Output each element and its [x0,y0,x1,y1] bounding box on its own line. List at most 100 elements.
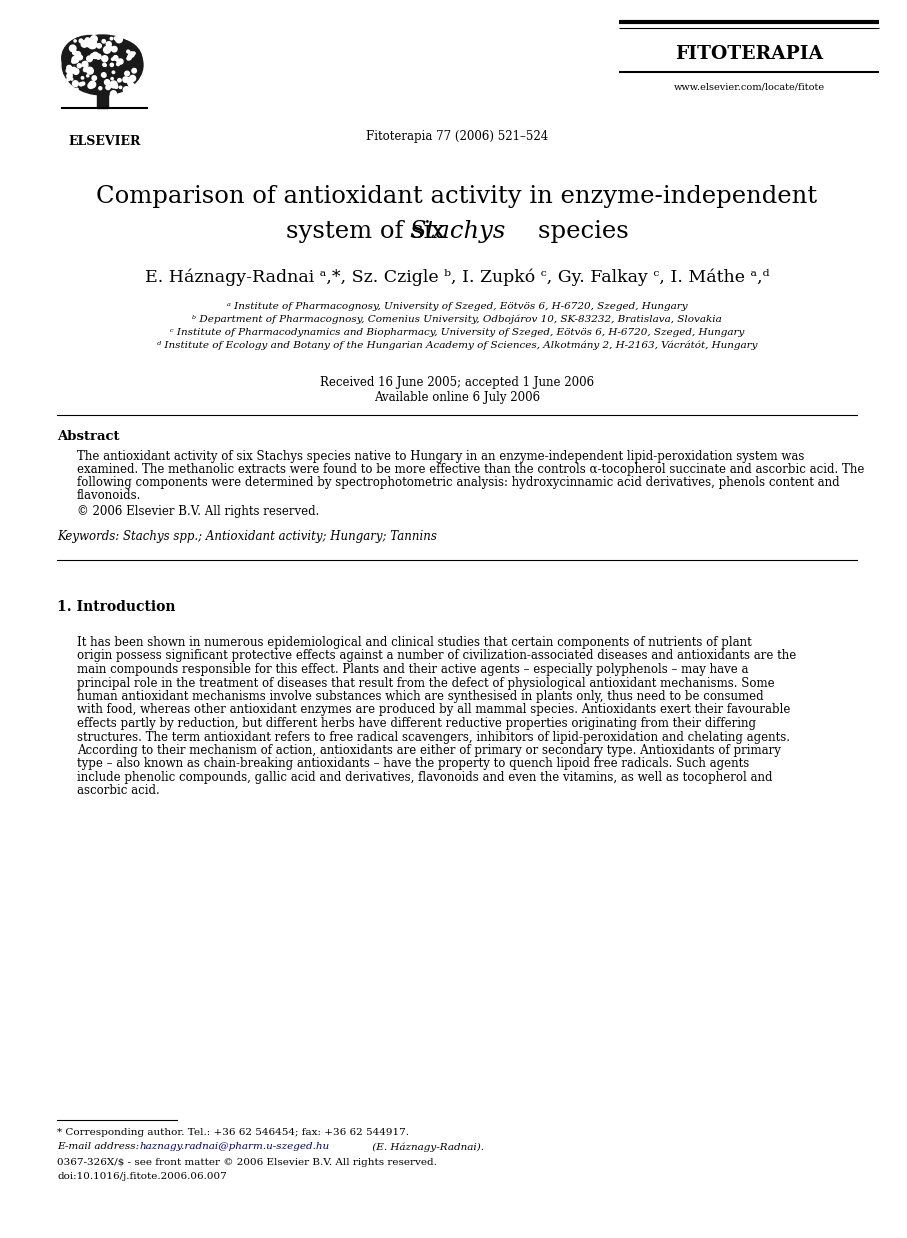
Circle shape [112,71,114,73]
Circle shape [112,93,116,97]
Circle shape [90,42,96,48]
Circle shape [83,62,88,67]
Circle shape [92,76,96,80]
Text: Comparison of antioxidant activity in enzyme-independent: Comparison of antioxidant activity in en… [96,184,817,208]
Text: system of six            species: system of six species [286,220,629,243]
Circle shape [67,66,72,71]
Circle shape [82,41,88,47]
Text: ᵈ Institute of Ecology and Botany of the Hungarian Academy of Sciences, Alkotmán: ᵈ Institute of Ecology and Botany of the… [157,340,757,350]
Text: Abstract: Abstract [57,430,120,443]
Circle shape [111,80,117,88]
Circle shape [102,73,106,77]
Text: with food, whereas other antioxidant enzymes are produced by all mammal species.: with food, whereas other antioxidant enz… [77,703,790,717]
Circle shape [129,83,134,88]
Circle shape [73,51,77,54]
Text: origin possess significant protective effects against a number of civilization-a: origin possess significant protective ef… [77,650,796,662]
Circle shape [75,52,81,57]
Circle shape [110,37,112,40]
Text: © 2006 Elsevier B.V. All rights reserved.: © 2006 Elsevier B.V. All rights reserved… [77,505,319,517]
Circle shape [72,67,76,72]
Circle shape [102,63,106,67]
Text: It has been shown in numerous epidemiological and clinical studies that certain : It has been shown in numerous epidemiolo… [77,636,752,649]
Circle shape [130,85,135,90]
Circle shape [102,56,108,62]
Text: include phenolic compounds, gallic acid and derivatives, flavonoids and even the: include phenolic compounds, gallic acid … [77,771,773,784]
Circle shape [85,64,88,67]
Ellipse shape [62,36,119,80]
Text: main compounds responsible for this effect. Plants and their active agents – esp: main compounds responsible for this effe… [77,664,748,676]
Circle shape [74,40,76,42]
Circle shape [125,72,130,76]
Circle shape [111,90,116,97]
Circle shape [86,42,92,47]
Circle shape [93,52,98,58]
Text: Received 16 June 2005; accepted 1 June 2006: Received 16 June 2005; accepted 1 June 2… [320,376,594,389]
Circle shape [114,37,117,40]
Circle shape [114,85,118,88]
Text: 1. Introduction: 1. Introduction [57,600,175,614]
Circle shape [76,88,78,90]
Circle shape [88,83,93,88]
Circle shape [87,56,93,62]
Circle shape [127,50,130,53]
Text: The antioxidant activity of six Stachys species native to Hungary in an enzyme-i: The antioxidant activity of six Stachys … [77,449,805,463]
Circle shape [68,69,73,74]
Circle shape [112,47,117,52]
Circle shape [103,46,111,53]
Circle shape [97,43,102,48]
Circle shape [111,78,113,79]
Text: ascorbic acid.: ascorbic acid. [77,785,160,797]
Circle shape [86,67,93,74]
Circle shape [96,54,101,59]
Circle shape [106,42,112,47]
Circle shape [132,68,136,73]
Ellipse shape [63,35,143,95]
Circle shape [118,59,123,64]
Circle shape [129,79,132,82]
Circle shape [87,74,89,77]
Text: Available online 6 July 2006: Available online 6 July 2006 [374,391,540,404]
Circle shape [67,78,70,80]
Text: structures. The term antioxidant refers to free radical scavengers, inhibitors o: structures. The term antioxidant refers … [77,730,790,744]
Circle shape [130,76,135,82]
Circle shape [66,69,69,72]
Circle shape [104,79,110,85]
Circle shape [128,57,131,59]
Text: FITOTERAPIA: FITOTERAPIA [675,45,823,63]
Circle shape [117,59,121,63]
Circle shape [73,68,79,74]
Circle shape [113,56,118,61]
Circle shape [104,64,106,67]
Text: ELSEVIER: ELSEVIER [68,135,141,149]
Circle shape [106,85,111,89]
Circle shape [132,52,135,54]
Text: doi:10.1016/j.fitote.2006.06.007: doi:10.1016/j.fitote.2006.06.007 [57,1172,227,1181]
Circle shape [71,78,73,80]
Circle shape [102,40,105,43]
Text: following components were determined by spectrophotometric analysis: hydroxycinn: following components were determined by … [77,475,840,489]
Bar [97,90,108,108]
Circle shape [115,36,122,43]
Text: Keywords: Stachys spp.; Antioxidant activity; Hungary; Tannins: Keywords: Stachys spp.; Antioxidant acti… [57,530,437,543]
Circle shape [72,56,79,63]
Circle shape [70,45,76,52]
Text: E. Háznagy-Radnai ᵃ,*, Sz. Czigle ᵇ, I. Zupkó ᶜ, Gy. Falkay ᶜ, I. Máthe ᵃ,ᵈ: E. Háznagy-Radnai ᵃ,*, Sz. Czigle ᵇ, I. … [145,267,769,286]
Circle shape [77,64,82,68]
Text: E-mail address:: E-mail address: [57,1141,142,1151]
Circle shape [110,47,112,50]
Circle shape [82,82,84,85]
Circle shape [79,83,83,85]
Circle shape [89,82,95,88]
Circle shape [82,41,85,45]
Circle shape [99,87,102,89]
Circle shape [127,78,132,83]
Text: principal role in the treatment of diseases that result from the defect of physi: principal role in the treatment of disea… [77,676,775,690]
Text: human antioxidant mechanisms involve substances which are synthesised in plants : human antioxidant mechanisms involve sub… [77,690,764,703]
Circle shape [91,53,95,58]
Circle shape [132,77,135,80]
Text: According to their mechanism of action, antioxidants are either of primary or se: According to their mechanism of action, … [77,744,781,756]
Text: ᵇ Department of Pharmacognosy, Comenius University, Odbojárov 10, SK-83232, Brat: ᵇ Department of Pharmacognosy, Comenius … [192,314,722,324]
Circle shape [92,85,94,88]
Text: * Corresponding author. Tel.: +36 62 546454; fax: +36 62 544917.: * Corresponding author. Tel.: +36 62 546… [57,1128,409,1136]
Text: type – also known as chain-breaking antioxidants – have the property to quench l: type – also known as chain-breaking anti… [77,758,749,770]
